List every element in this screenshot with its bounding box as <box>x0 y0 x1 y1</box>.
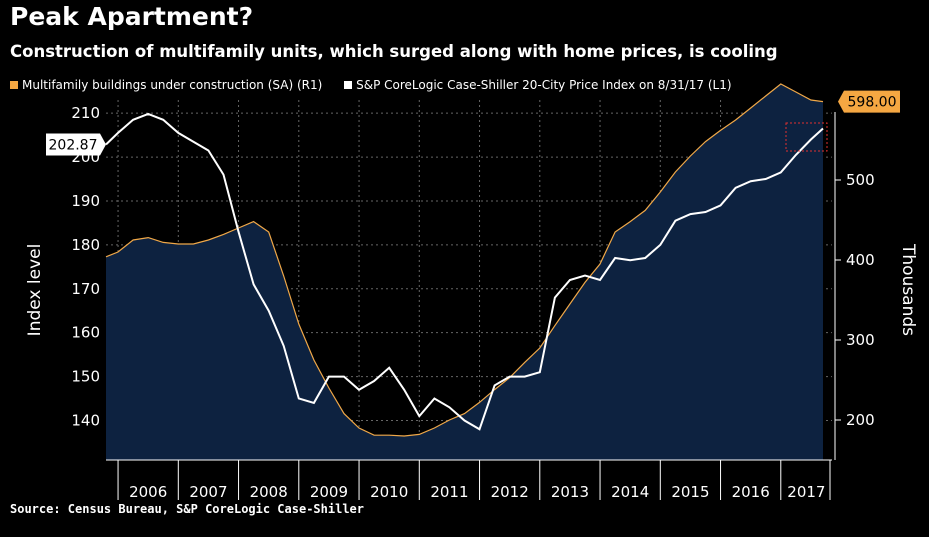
x-tick-label: 2006 <box>129 483 167 501</box>
x-tick-label: 2017 <box>787 483 825 501</box>
legend-label-case-shiller: S&P CoreLogic Case-Shiller 20-City Price… <box>356 78 732 92</box>
chart-title: Peak Apartment? <box>10 2 254 31</box>
x-tick-label: 2013 <box>551 483 589 501</box>
right-value-callout <box>838 90 900 113</box>
x-tick-label: 2012 <box>491 483 529 501</box>
x-tick-label: 2008 <box>250 483 288 501</box>
line-layer <box>105 112 824 431</box>
y-left-tick-label: 150 <box>71 368 100 386</box>
legend-swatch-white <box>344 81 353 89</box>
x-tick-label: 2016 <box>732 483 770 501</box>
multifamily-area <box>106 84 823 460</box>
legend-item-case-shiller: S&P CoreLogic Case-Shiller 20-City Price… <box>344 78 732 92</box>
highlight-box <box>785 122 828 152</box>
multifamily-line <box>105 83 824 437</box>
callout-layer: 202.87 598.00 <box>46 90 900 156</box>
right-value-callout-text: 598.00 <box>848 95 897 111</box>
legend-label-multifamily: Multifamily buildings under construction… <box>22 78 323 92</box>
x-tick-label: 2007 <box>189 483 227 501</box>
y-left-axis-title: Index level <box>25 244 45 337</box>
x-tick-label: 2015 <box>671 483 709 501</box>
x-tick-label: 2010 <box>370 483 408 501</box>
y-right-tick-label: 400 <box>846 251 875 269</box>
case-shiller-line <box>105 112 824 431</box>
legend-swatch-orange <box>10 81 18 89</box>
left-value-callout-text: 202.87 <box>49 137 98 153</box>
left-value-callout <box>46 133 106 156</box>
x-tick-label: 2009 <box>310 483 348 501</box>
y-left-tick-label: 210 <box>71 104 100 122</box>
x-tick-label: 2014 <box>611 483 649 501</box>
y-left-tick-label: 190 <box>71 192 100 210</box>
y-left-tick-label: 140 <box>71 411 100 429</box>
y-left-tick-label: 180 <box>71 236 100 254</box>
x-tick-label: 2011 <box>430 483 468 501</box>
source-note: Source: Census Bureau, S&P CoreLogic Cas… <box>10 502 365 516</box>
y-right-tick-label: 200 <box>846 411 875 429</box>
legend: Multifamily buildings under construction… <box>10 78 750 92</box>
area-layer <box>105 83 824 460</box>
y-left-tick-label: 160 <box>71 324 100 342</box>
chart-subtitle: Construction of multifamily units, which… <box>10 42 778 61</box>
y-right-tick-label: 300 <box>846 331 875 349</box>
y-right-axis-title: Thousands <box>898 243 918 336</box>
y-left-tick-label: 170 <box>71 280 100 298</box>
y-right-tick-label: 500 <box>846 171 875 189</box>
legend-item-multifamily: Multifamily buildings under construction… <box>10 78 322 92</box>
